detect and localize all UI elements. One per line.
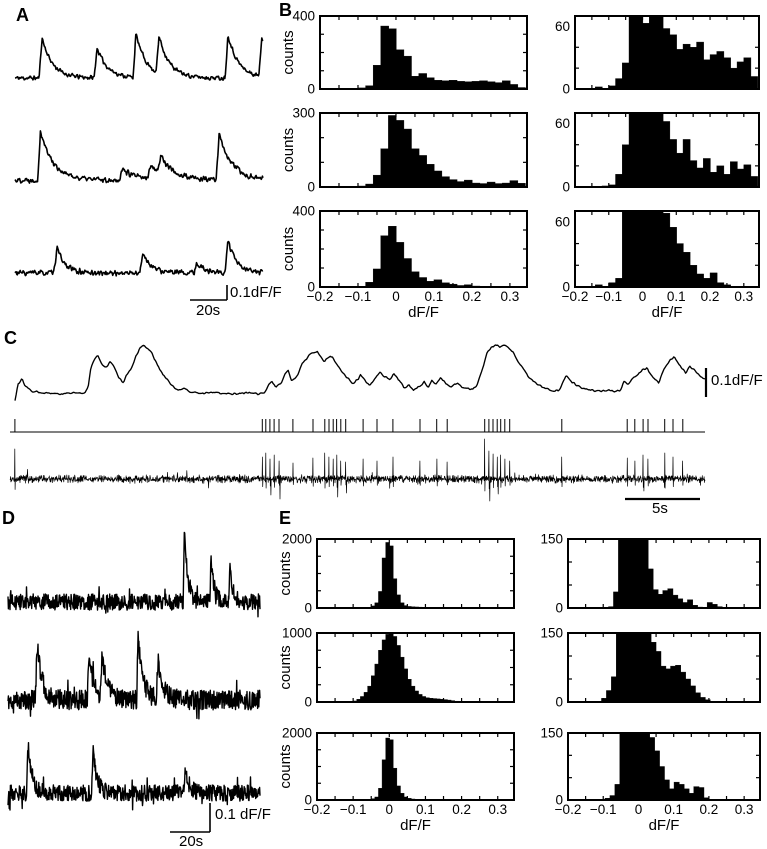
panel-c-scalebar-vertical-label: 0.1dF/F: [711, 372, 763, 389]
svg-text:1000: 1000: [282, 626, 312, 641]
svg-text:2000: 2000: [282, 726, 312, 741]
svg-text:0: 0: [392, 289, 400, 304]
svg-text:dF/F: dF/F: [400, 817, 431, 834]
svg-text:0.2: 0.2: [452, 802, 471, 817]
svg-text:counts: counts: [280, 128, 297, 172]
svg-text:−0.2: −0.2: [555, 802, 582, 817]
svg-text:0: 0: [635, 802, 643, 817]
svg-text:0.3: 0.3: [501, 289, 520, 304]
svg-text:2000: 2000: [282, 532, 312, 547]
panel-c-label: C: [4, 328, 17, 348]
svg-text:400: 400: [292, 204, 315, 219]
svg-text:−0.2: −0.2: [304, 802, 331, 817]
svg-text:0.1: 0.1: [667, 289, 686, 304]
svg-text:0.2: 0.2: [463, 289, 482, 304]
svg-text:0: 0: [304, 793, 312, 808]
svg-text:0.2: 0.2: [701, 289, 720, 304]
svg-text:0: 0: [562, 280, 570, 295]
panel-c-simultaneous-recording-chart: [9, 344, 708, 502]
panel-b-label: B: [279, 0, 292, 20]
panel-d-label: D: [2, 508, 15, 528]
svg-text:−0.1: −0.1: [340, 802, 367, 817]
svg-text:0: 0: [307, 82, 315, 97]
svg-text:60: 60: [555, 214, 570, 229]
panel-d-scalebar-vertical-label: 0.1 dF/F: [215, 806, 271, 823]
panel-d-traces-chart: [7, 531, 261, 833]
svg-text:counts: counts: [280, 227, 297, 271]
svg-text:0: 0: [304, 601, 312, 616]
svg-text:300: 300: [292, 106, 315, 121]
svg-text:dF/F: dF/F: [649, 817, 680, 834]
svg-text:dF/F: dF/F: [652, 304, 683, 321]
svg-text:0.3: 0.3: [488, 802, 507, 817]
svg-text:−0.1: −0.1: [590, 802, 617, 817]
panel-c-scalebar-time-label: 5s: [652, 500, 668, 517]
svg-text:0.3: 0.3: [735, 802, 754, 817]
svg-text:−0.1: −0.1: [595, 289, 622, 304]
svg-text:60: 60: [555, 116, 570, 131]
svg-text:0.1: 0.1: [664, 802, 683, 817]
svg-text:150: 150: [540, 626, 563, 641]
panel-d-scalebar-time-label: 20s: [179, 833, 204, 849]
panel-a-label: A: [16, 5, 29, 25]
svg-text:counts: counts: [277, 744, 294, 788]
panel-a-scalebar-time-label: 20s: [196, 302, 221, 319]
panel-e-label: E: [279, 508, 292, 528]
svg-text:0: 0: [386, 802, 394, 817]
svg-text:0: 0: [307, 180, 315, 195]
panel-a-scalebar-vertical-label: 0.1dF/F: [230, 284, 282, 301]
svg-text:150: 150: [540, 532, 563, 547]
svg-text:0: 0: [639, 289, 647, 304]
svg-text:0: 0: [562, 82, 570, 97]
svg-text:0.2: 0.2: [700, 802, 719, 817]
svg-text:0: 0: [304, 695, 312, 710]
svg-text:0: 0: [555, 793, 563, 808]
svg-text:−0.1: −0.1: [345, 289, 372, 304]
svg-text:0.1: 0.1: [416, 802, 435, 817]
panel-b-histograms-chart: 0 400 counts 0 60 0 300 counts 0 60 0 400 counts −0.2…: [280, 9, 760, 321]
svg-text:counts: counts: [280, 30, 297, 74]
panel-a-traces-chart: [14, 33, 264, 301]
svg-text:400: 400: [292, 9, 315, 24]
svg-text:0: 0: [307, 280, 315, 295]
panel-e-histograms-chart: 0 2000 counts 0 150 0 1000 counts 0 150 0 2000 count…: [277, 532, 761, 834]
svg-text:−0.2: −0.2: [307, 289, 334, 304]
svg-text:0: 0: [555, 601, 563, 616]
svg-text:150: 150: [540, 726, 563, 741]
svg-text:0: 0: [555, 695, 563, 710]
svg-text:0.1: 0.1: [425, 289, 444, 304]
svg-text:0.3: 0.3: [734, 289, 753, 304]
svg-text:dF/F: dF/F: [408, 304, 439, 321]
svg-text:60: 60: [555, 19, 570, 34]
svg-text:−0.2: −0.2: [562, 289, 589, 304]
svg-text:counts: counts: [277, 645, 294, 689]
svg-text:0: 0: [562, 180, 570, 195]
svg-text:counts: counts: [277, 551, 294, 595]
